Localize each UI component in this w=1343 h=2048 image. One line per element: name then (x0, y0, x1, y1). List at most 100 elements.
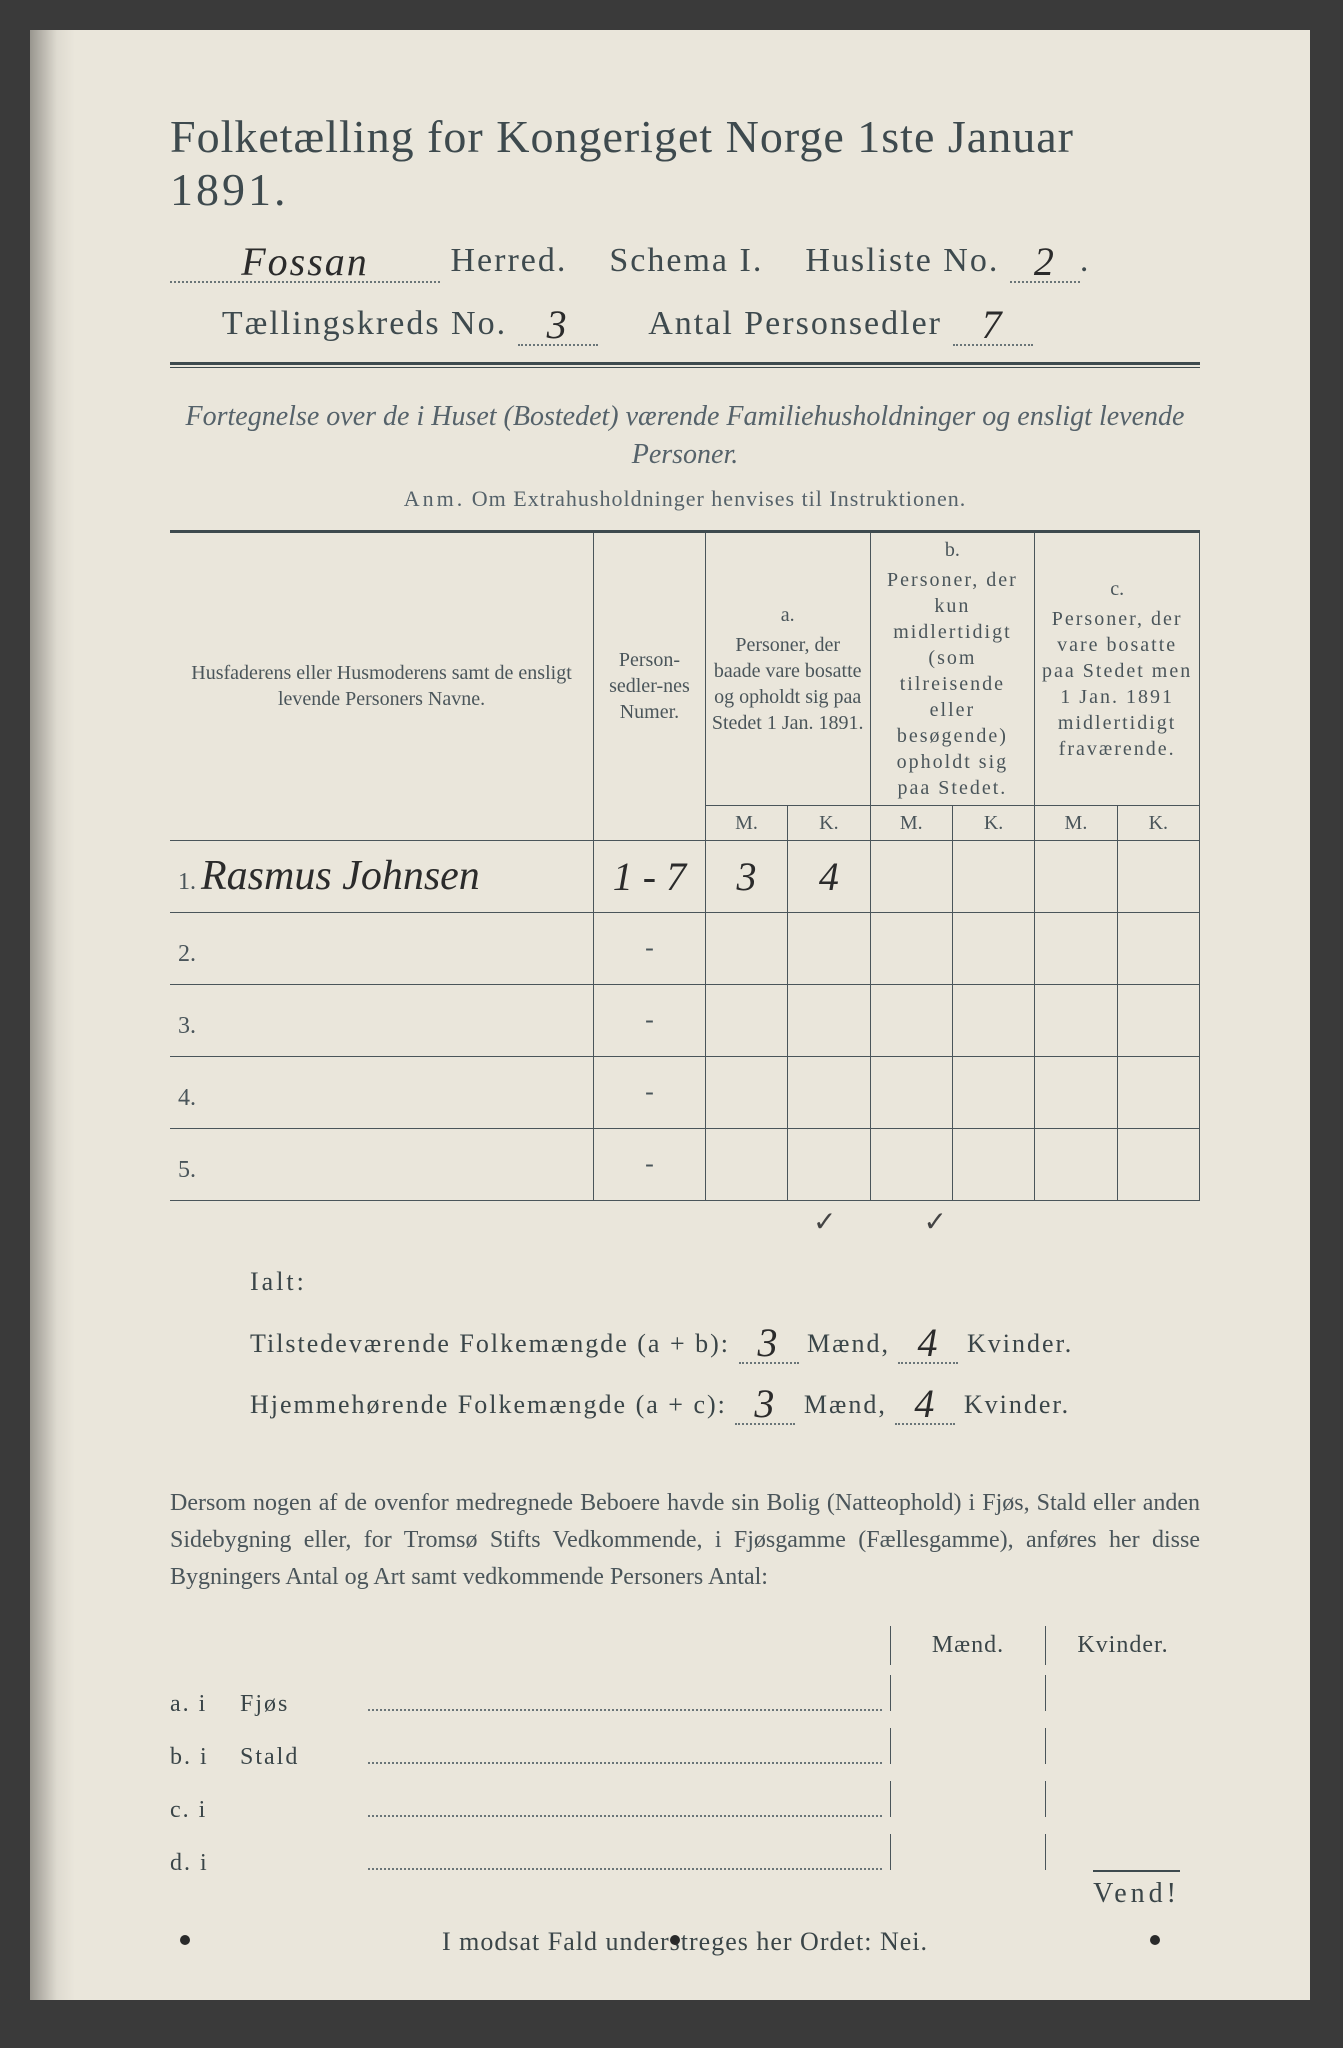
data-cell (788, 984, 870, 1056)
body-paragraph: Dersom nogen af de ovenfor medregnede Be… (170, 1485, 1200, 1597)
col-a: a. Personer, der baade vare bosatte og o… (705, 531, 870, 805)
data-cell (705, 912, 787, 984)
building-lead: c. i (170, 1797, 240, 1824)
col-a-m: M. (705, 805, 787, 840)
building-mk-cells (890, 1728, 1200, 1764)
data-cell: 4 (788, 840, 870, 912)
name-cell: 1. Rasmus Johnsen (170, 840, 594, 912)
data-cell (1035, 1056, 1117, 1128)
maend-label-1: Mænd, (807, 1329, 898, 1358)
data-cell (870, 912, 952, 984)
data-cell (705, 1056, 787, 1128)
sum1-k: 4 (917, 1320, 939, 1365)
header-line-3: Tællingskreds No. 3 Antal Personsedler 7 (170, 297, 1200, 346)
sum-line-2: Hjemmehørende Folkemængde (a + c): 3 Mæn… (250, 1376, 1200, 1425)
table-head: Husfaderens eller Husmoderens samt de en… (170, 531, 1200, 840)
data-cell (594, 1056, 706, 1128)
punch-dot-left (180, 1935, 190, 1945)
data-cell (1035, 1128, 1117, 1200)
col-c: c. Personer, der vare bosatte paa Stedet… (1035, 531, 1200, 805)
data-cell (788, 1056, 870, 1128)
antal-value: 7 (982, 302, 1004, 347)
kreds-field: 3 (518, 297, 598, 346)
col-names: Husfaderens eller Husmoderens samt de en… (170, 531, 594, 840)
totals-block: Ialt: Tilstedeværende Folkemængde (a + b… (170, 1267, 1200, 1425)
name-cell: 5. (170, 1128, 594, 1200)
building-label: Fjøs (240, 1691, 360, 1718)
sum1-m-field: 3 (739, 1315, 799, 1364)
data-cell (870, 840, 952, 912)
data-cell (952, 840, 1034, 912)
census-table: Husfaderens eller Husmoderens samt de en… (170, 530, 1200, 1201)
sum2-k-field: 4 (895, 1376, 955, 1425)
dotted-line (368, 1762, 882, 1764)
data-cell (952, 984, 1034, 1056)
building-lead: a. i (170, 1691, 240, 1718)
sum2-k: 4 (914, 1381, 936, 1426)
data-cell (1117, 1056, 1199, 1128)
building-row: d. i (170, 1834, 1200, 1877)
col-a-k: K. (788, 805, 870, 840)
dotted-line (368, 1868, 882, 1870)
title-year: 1891. (170, 164, 289, 215)
building-lead: d. i (170, 1850, 240, 1877)
title-date: 1ste Januar (857, 111, 1074, 162)
herred-value: Fossan (241, 239, 369, 284)
sum1-label: Tilstedeværende Folkemængde (a + b): (250, 1329, 730, 1358)
buildings-block: Mænd. Kvinder. a. i Fjøs b. i Stald c. i… (170, 1626, 1200, 1877)
building-mk-cells (890, 1781, 1200, 1817)
fortegnelse-heading: Fortegnelse over de i Huset (Bostedet) v… (170, 398, 1200, 474)
anm-rest: Om Extrahusholdninger henvises til Instr… (465, 486, 966, 511)
table-row: 5. (170, 1128, 1200, 1200)
data-cell (1117, 984, 1199, 1056)
kreds-value: 3 (547, 302, 569, 347)
data-cell (1117, 840, 1199, 912)
maend-label-2: Mænd, (804, 1390, 895, 1419)
nei-line: I modsat Fald understreges her Ordet: Ne… (170, 1927, 1200, 1957)
data-cell (705, 984, 787, 1056)
data-cell (705, 1128, 787, 1200)
ialt-label: Ialt: (250, 1267, 1200, 1297)
table-row: 1. Rasmus Johnsen1 - 734 (170, 840, 1200, 912)
col-b-label: b. (877, 537, 1029, 563)
name-cell: 3. (170, 984, 594, 1056)
data-cell: 1 - 7 (594, 840, 706, 912)
data-cell (1117, 1128, 1199, 1200)
data-cell (594, 1128, 706, 1200)
census-form-page: Folketælling for Kongeriget Norge 1ste J… (30, 30, 1310, 2000)
data-cell (788, 912, 870, 984)
herred-label: Herred. (451, 242, 568, 279)
data-cell (1117, 912, 1199, 984)
sum2-m: 3 (754, 1381, 776, 1426)
sum1-k-field: 4 (898, 1315, 958, 1364)
building-label: Stald (240, 1744, 360, 1771)
page-title: Folketælling for Kongeriget Norge 1ste J… (170, 110, 1200, 216)
data-cell (870, 984, 952, 1056)
col-b-k: K. (952, 805, 1034, 840)
anm-lead: Anm. (404, 486, 466, 511)
col-c-k: K. (1117, 805, 1199, 840)
data-cell (1035, 840, 1117, 912)
col-b-m: M. (870, 805, 952, 840)
col-names-text: Husfaderens eller Husmoderens samt de en… (191, 662, 571, 710)
punch-dot-right (1150, 1935, 1160, 1945)
col-c-label: c. (1041, 576, 1193, 602)
col-c-m: M. (1035, 805, 1117, 840)
building-row: b. i Stald (170, 1728, 1200, 1771)
buildings-m-header: Mænd. (890, 1626, 1045, 1665)
data-cell (870, 1056, 952, 1128)
table-row: 3. (170, 984, 1200, 1056)
data-cell (788, 1128, 870, 1200)
data-cell (952, 1056, 1034, 1128)
dotted-line (368, 1709, 882, 1711)
heavy-rule (170, 362, 1200, 368)
building-mk-cells (890, 1834, 1200, 1870)
col-b: b. Personer, der kun midlertidigt (som t… (870, 531, 1035, 805)
sum1-m: 3 (758, 1320, 780, 1365)
data-cell (952, 1128, 1034, 1200)
kreds-label: Tællingskreds No. (222, 305, 507, 342)
col-a-label: a. (712, 602, 864, 628)
name-cell: 2. (170, 912, 594, 984)
dotted-line (368, 1815, 882, 1817)
punch-dot-center (670, 1935, 680, 1945)
